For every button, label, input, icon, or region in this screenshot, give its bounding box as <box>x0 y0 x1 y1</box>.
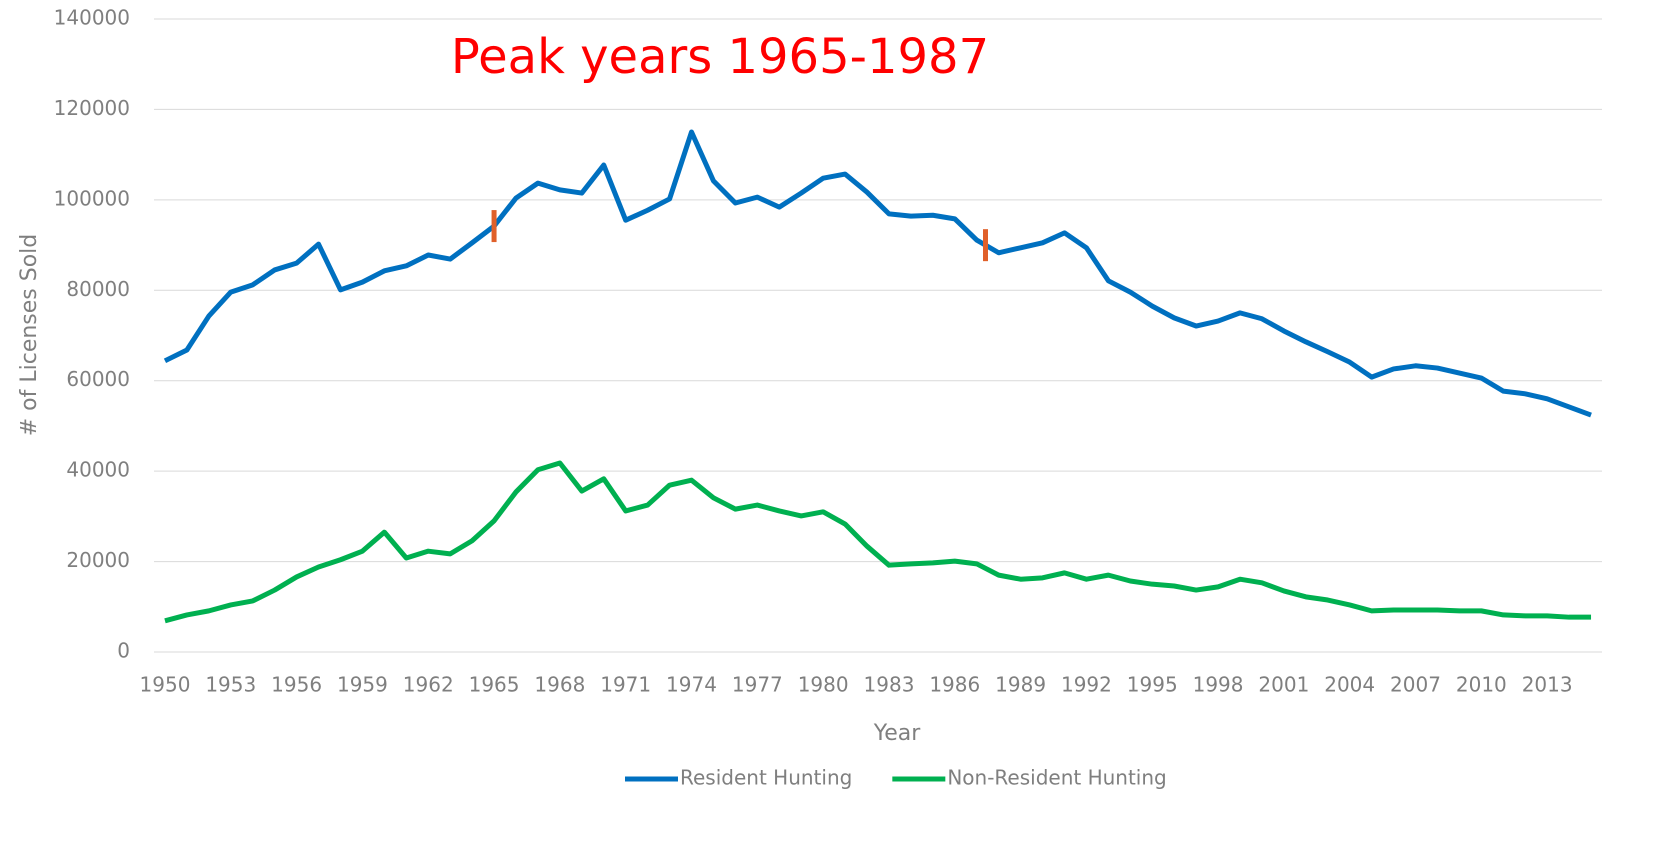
x-tick-label: 1986 <box>929 673 980 697</box>
y-tick-label: 100000 <box>54 186 130 210</box>
x-tick-label: 1977 <box>732 673 783 697</box>
data-line <box>163 129 1592 418</box>
x-tick-label: 1968 <box>534 673 585 697</box>
legend-label: Resident Hunting <box>680 766 852 790</box>
x-tick-label: 1962 <box>403 673 454 697</box>
y-tick-label: 0 <box>117 639 130 663</box>
y-tick-label: 140000 <box>54 6 130 30</box>
y-tick-label: 120000 <box>54 96 130 120</box>
x-tick-label: 1992 <box>1061 673 1112 697</box>
x-tick-label: 1983 <box>864 673 915 697</box>
x-tick-label: 1971 <box>600 673 651 697</box>
x-tick-label: 1980 <box>798 673 849 697</box>
x-tick-label: 2010 <box>1456 673 1507 697</box>
data-line <box>164 460 1592 624</box>
x-tick-label: 1995 <box>1127 673 1178 697</box>
y-axis-label: # of Licenses Sold <box>17 234 42 437</box>
legend-label: Non-Resident Hunting <box>947 766 1166 790</box>
x-tick-label: 2013 <box>1522 673 1573 697</box>
x-tick-label: 2004 <box>1324 673 1375 697</box>
x-tick-label: 1956 <box>271 673 322 697</box>
x-tick-label: 1989 <box>995 673 1046 697</box>
x-tick-label: 1950 <box>140 673 191 697</box>
x-axis-label: Year <box>873 721 922 746</box>
x-tick-label: 2007 <box>1390 673 1441 697</box>
y-tick-label: 60000 <box>66 367 130 391</box>
annotation: Peak years 1965-1987 <box>451 29 989 85</box>
x-tick-label: 1953 <box>205 673 256 697</box>
y-tick-label: 80000 <box>66 277 130 301</box>
y-tick-label: 20000 <box>66 548 130 572</box>
x-tick-label: 1965 <box>469 673 520 697</box>
x-tick-label: 1959 <box>337 673 388 697</box>
x-tick-label: 2001 <box>1258 673 1309 697</box>
x-tick-label: 1998 <box>1193 673 1244 697</box>
y-tick-label: 40000 <box>66 458 130 482</box>
x-tick-label: 1974 <box>666 673 717 697</box>
